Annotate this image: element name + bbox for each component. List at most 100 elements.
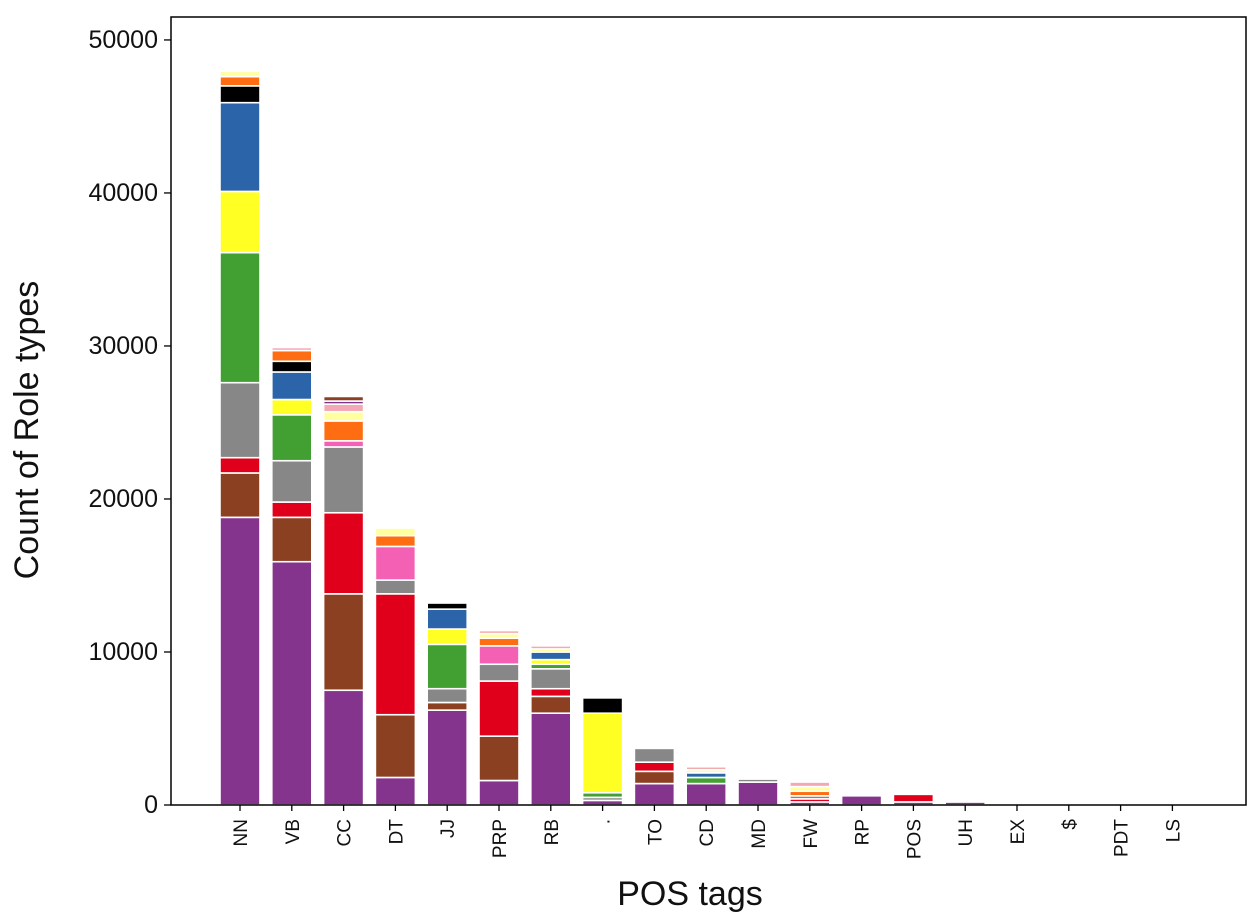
bar-segment bbox=[374, 579, 417, 595]
y-tick-label: 10000 bbox=[88, 638, 158, 666]
bar-segment bbox=[529, 668, 572, 690]
x-tick-label: FW bbox=[801, 819, 822, 849]
x-tick-label: MD bbox=[749, 819, 770, 849]
bar-segment bbox=[478, 663, 520, 682]
bar-segment bbox=[322, 420, 365, 442]
x-axis-label: POS tags bbox=[617, 875, 763, 913]
bar-segment bbox=[529, 712, 572, 806]
bar-segment bbox=[737, 781, 779, 806]
bar-segment bbox=[374, 713, 417, 779]
x-tick-label: $ bbox=[1060, 819, 1081, 830]
y-axis-label: Count of Role types bbox=[8, 281, 46, 580]
x-tick-label: UH bbox=[956, 819, 977, 846]
bar-segment bbox=[633, 747, 676, 763]
bar-segment bbox=[478, 637, 520, 647]
bar-segment bbox=[322, 395, 365, 402]
bar-segment bbox=[219, 190, 261, 254]
bar-segment bbox=[219, 70, 261, 78]
bar-segment bbox=[529, 687, 572, 698]
bar-segment bbox=[426, 608, 469, 630]
bar-segment bbox=[219, 251, 261, 384]
bar-segment bbox=[322, 511, 365, 595]
bar-segment bbox=[270, 459, 313, 503]
bar-segment bbox=[581, 712, 624, 794]
x-tick-label: . bbox=[594, 819, 615, 824]
bar-segment bbox=[374, 593, 417, 716]
x-tick-label: JJ bbox=[438, 819, 459, 838]
x-tick-label: CD bbox=[697, 819, 718, 846]
axes: NN VB CC DT JJ PRP RB. TO CD MD FW RP POS UH EX $ PDT LS 0… bbox=[88, 16, 1247, 859]
bar-segment bbox=[219, 472, 261, 519]
bar-segment bbox=[322, 440, 365, 448]
x-tick-label: TO bbox=[645, 819, 666, 845]
bar-segment bbox=[633, 770, 676, 785]
bar-segment bbox=[374, 534, 417, 548]
y-tick-label: 0 bbox=[144, 791, 158, 819]
x-tick-label: DT bbox=[386, 819, 407, 845]
bar-segment bbox=[219, 456, 261, 474]
bar-segment bbox=[270, 398, 313, 416]
bar-segment bbox=[478, 735, 520, 782]
bar-segment bbox=[219, 516, 261, 806]
bar-segment bbox=[788, 781, 831, 788]
bar-segment bbox=[322, 689, 365, 806]
x-tick-label: LS bbox=[1163, 819, 1184, 842]
bar-segment bbox=[322, 446, 365, 514]
bar-segment bbox=[478, 779, 520, 806]
bar-segment bbox=[633, 761, 676, 773]
bar-segment bbox=[270, 360, 313, 373]
bar-segment bbox=[529, 645, 572, 650]
bar-segment bbox=[944, 799, 987, 803]
x-tick-label: NN bbox=[231, 819, 252, 846]
bar-segment bbox=[478, 680, 520, 737]
bar-segment bbox=[426, 709, 469, 806]
bar-segment bbox=[478, 645, 520, 666]
bar-segment bbox=[219, 75, 261, 87]
bar-segment bbox=[426, 701, 469, 711]
x-tick-label: PRP bbox=[490, 819, 511, 858]
bar-segment bbox=[270, 371, 313, 401]
bar-segment bbox=[892, 791, 935, 796]
y-tick-label: 20000 bbox=[88, 485, 158, 513]
bar-segment bbox=[322, 403, 365, 413]
bar-segment bbox=[685, 765, 728, 771]
bar-segment bbox=[219, 381, 261, 459]
bar-segment bbox=[737, 776, 779, 780]
bar-segment bbox=[840, 795, 883, 806]
x-tick-label: POS bbox=[904, 819, 925, 859]
bar-segment bbox=[426, 628, 469, 646]
bar-segment bbox=[270, 516, 313, 563]
x-tick-label: RB bbox=[542, 819, 563, 845]
bar-segment bbox=[322, 410, 365, 422]
bar-segment bbox=[529, 695, 572, 714]
bar-segment bbox=[374, 527, 417, 537]
bar-segment bbox=[270, 560, 313, 806]
bar-segment bbox=[426, 687, 469, 704]
bar-segment bbox=[270, 346, 313, 352]
bar-segment bbox=[529, 651, 572, 661]
bar-segment bbox=[633, 782, 676, 806]
axes-frame bbox=[170, 16, 1247, 806]
x-tick-label: RP bbox=[853, 819, 874, 845]
bar-segment bbox=[270, 501, 313, 519]
bar-segment bbox=[219, 101, 261, 193]
y-tick-label: 50000 bbox=[88, 26, 158, 54]
bar-segment bbox=[685, 776, 728, 785]
x-tick-label: EX bbox=[1008, 819, 1029, 845]
bar-segment bbox=[426, 643, 469, 690]
bar-segment bbox=[685, 782, 728, 806]
x-tick-label: PDT bbox=[1112, 819, 1133, 857]
bar-segment bbox=[219, 85, 261, 104]
y-tick-label: 40000 bbox=[88, 179, 158, 207]
bar-segment bbox=[374, 776, 417, 806]
y-tick-label: 30000 bbox=[88, 332, 158, 360]
bar-segment bbox=[270, 349, 313, 363]
bar-segment bbox=[374, 545, 417, 581]
bar-segment bbox=[478, 629, 520, 635]
x-tick-label: CC bbox=[335, 819, 356, 846]
bar-segment bbox=[322, 593, 365, 692]
bar-segment bbox=[581, 697, 624, 714]
bar-segment bbox=[426, 602, 469, 610]
x-tick-label: VB bbox=[283, 819, 304, 844]
